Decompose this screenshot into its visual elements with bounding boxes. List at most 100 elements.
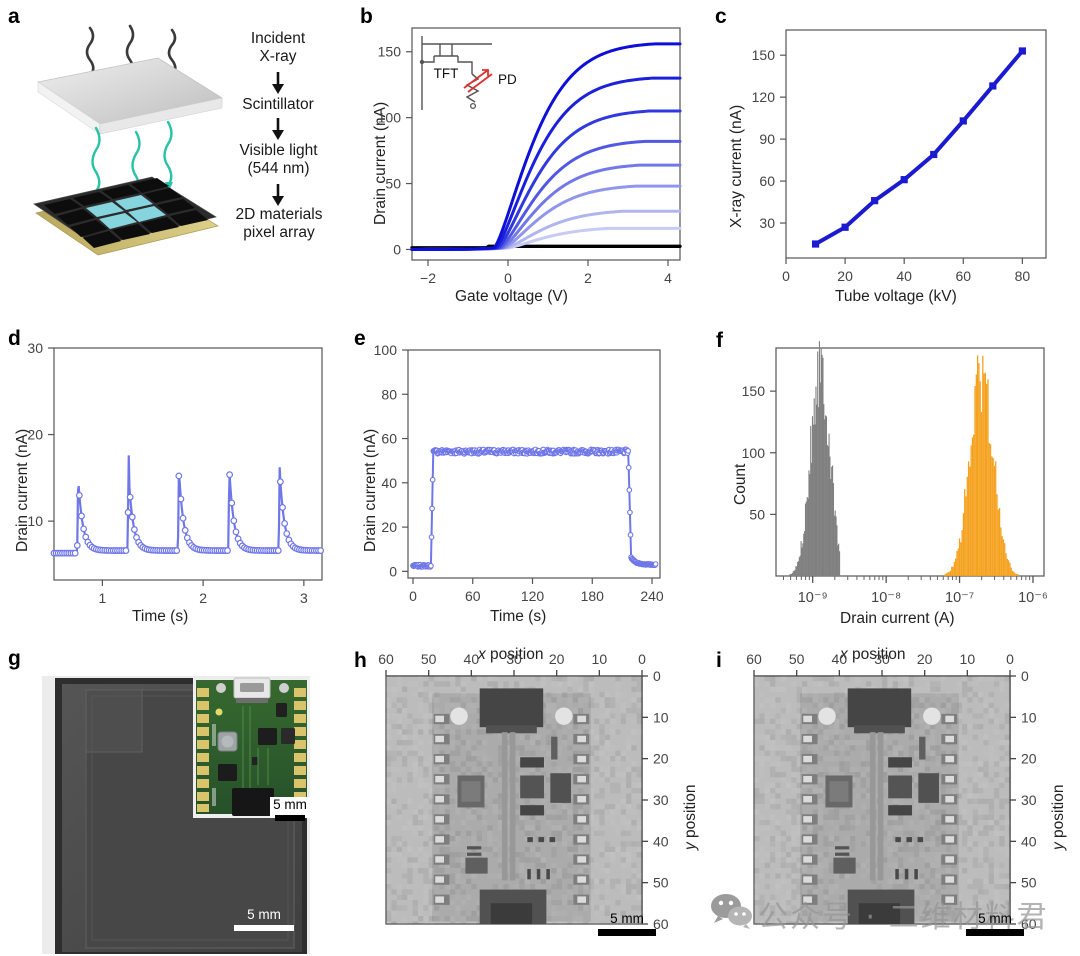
panel-a-schematic: [33, 24, 224, 256]
panel-c-xtick-label: 0: [782, 268, 790, 284]
histogram-bar: [808, 470, 810, 576]
panel-d-ytick-label: 30: [27, 340, 43, 356]
inset-pd-label: PD: [498, 72, 517, 87]
histogram-bar: [1004, 543, 1006, 576]
histogram-bar: [1013, 571, 1015, 576]
histogram-bar: [971, 437, 974, 576]
panel-letter-f: f: [716, 329, 723, 352]
xray-xtick-label: 50: [789, 651, 805, 667]
histogram-bar: [1001, 536, 1003, 576]
histogram-bar: [1010, 567, 1012, 576]
panel-b-xlabel: Gate voltage (V): [455, 288, 568, 305]
panel-letter-h: h: [354, 649, 367, 672]
panel-e: e Drain current (nA) Time (s) tX-ray: 18…: [350, 320, 710, 640]
panel-e-xtick-label: 0: [409, 588, 417, 604]
panel-d-ytick-label: 20: [27, 427, 43, 443]
panel-b-inset-circuit: TFT PD: [419, 36, 517, 110]
panel-c-xtick-label: 20: [837, 268, 853, 284]
panel-f-ytick-label: 100: [742, 445, 766, 461]
panel-f-hist-I_on: [943, 355, 1019, 576]
panel-d-xtick-label: 2: [199, 590, 207, 606]
panel-d-xtick-label: 1: [98, 590, 106, 606]
panel-letter-b: b: [360, 5, 373, 28]
panel-c-plot: 0 20 40 60 80 30 60 90 120 150: [752, 29, 1047, 284]
xray-ytick-label: 20: [653, 751, 669, 767]
panel-e-xtick-label: 120: [521, 588, 545, 604]
histogram-bar: [807, 498, 809, 576]
flow-arrow-3: [272, 184, 284, 206]
wechat-icon: [711, 894, 752, 929]
xray-xtick-label: 20: [549, 651, 565, 667]
histogram-bar: [820, 348, 822, 576]
histogram-bar: [795, 566, 797, 576]
panel-g-scalebar-bar: [234, 924, 294, 931]
panel-e-frame: [407, 349, 661, 579]
histogram-bar: [825, 415, 827, 576]
histogram-bar: [810, 426, 812, 576]
panel-e-markers: [410, 446, 659, 570]
histogram-bar: [835, 516, 837, 576]
histogram-bar: [818, 341, 821, 576]
panel-g-inset-scalebar-bar: [275, 814, 305, 821]
histogram-bar: [951, 566, 953, 576]
panel-d-xlabel: Time (s): [132, 608, 189, 625]
panel-h: h x position y position 60 50 40 30 20 10 0 0 10…: [350, 640, 710, 956]
panel-c-ytick-label: 60: [759, 173, 775, 189]
panel-i-scalebar-label: 5 mm: [978, 911, 1012, 926]
histogram-bar: [834, 510, 836, 576]
panel-letter-g: g: [8, 647, 21, 670]
xray-ytick-label: 10: [1021, 709, 1037, 725]
histogram-bar: [965, 496, 967, 576]
histogram-bar: [811, 462, 813, 576]
xray-xtick-label: 0: [638, 651, 646, 667]
histogram-bar: [949, 570, 952, 576]
histogram-bar: [836, 525, 838, 576]
xray-ytick-label: 30: [1021, 792, 1037, 808]
histogram-bar: [812, 424, 814, 576]
panel-e-xtick-label: 60: [465, 588, 481, 604]
histogram-bar: [988, 443, 990, 576]
histogram-bar: [822, 357, 824, 576]
histogram-bar: [837, 545, 839, 576]
panel-d-plot: 1 2 3 10 20 30: [27, 340, 324, 606]
histogram-bar: [811, 416, 814, 576]
xray-ytick-label: 20: [1021, 751, 1037, 767]
xray-ytick-label: 0: [653, 668, 661, 684]
histogram-bar: [831, 466, 833, 576]
panel-b-ytick-label: 100: [378, 110, 402, 126]
panel-c-ytick-label: 30: [759, 215, 775, 231]
histogram-bar: [983, 373, 985, 576]
panel-g-inset-scalebar: 5 mm: [272, 797, 308, 821]
panel-e-xlabel: Time (s): [490, 608, 547, 625]
histogram-bar: [945, 573, 948, 576]
panel-b-ytick-label: 150: [378, 44, 402, 60]
panel-b-xtick-label: 0: [504, 270, 512, 286]
histogram-bar: [794, 570, 796, 576]
flow-label-visible-light: Visible light (544 nm): [206, 142, 351, 179]
histogram-bar: [803, 533, 805, 576]
panel-c-marker: [841, 223, 849, 231]
panel-b-xtick-label: −2: [420, 270, 436, 286]
inset-tft-label: TFT: [434, 66, 459, 81]
panel-letter-c: c: [715, 5, 727, 28]
histogram-bar: [839, 551, 841, 576]
histogram-bar: [957, 548, 959, 576]
panel-b-xtick-label: 4: [664, 270, 672, 286]
flow-label-incident-xray: Incident X-ray: [212, 30, 344, 67]
histogram-bar: [799, 555, 801, 576]
panel-c-marker: [930, 150, 938, 159]
panel-f-hist-I_off: [789, 341, 841, 576]
xray-ytick-label: 0: [1021, 668, 1029, 684]
histogram-bar: [1017, 574, 1019, 576]
panel-e-ytick-label: 100: [374, 342, 398, 358]
panel-b-frame: [411, 27, 681, 261]
panel-h-xlabel: x position: [478, 646, 544, 663]
histogram-bar: [993, 465, 996, 576]
panel-g-scalebar-label: 5 mm: [247, 907, 281, 922]
histogram-bar: [813, 398, 815, 576]
histogram-bar: [815, 386, 817, 576]
flow-label-pixel-array: 2D materials pixel array: [203, 206, 355, 243]
flow-arrow-2: [272, 118, 284, 140]
xray-ytick-label: 60: [653, 916, 669, 932]
panel-f-xtick-label: 10⁻⁹: [798, 590, 828, 606]
